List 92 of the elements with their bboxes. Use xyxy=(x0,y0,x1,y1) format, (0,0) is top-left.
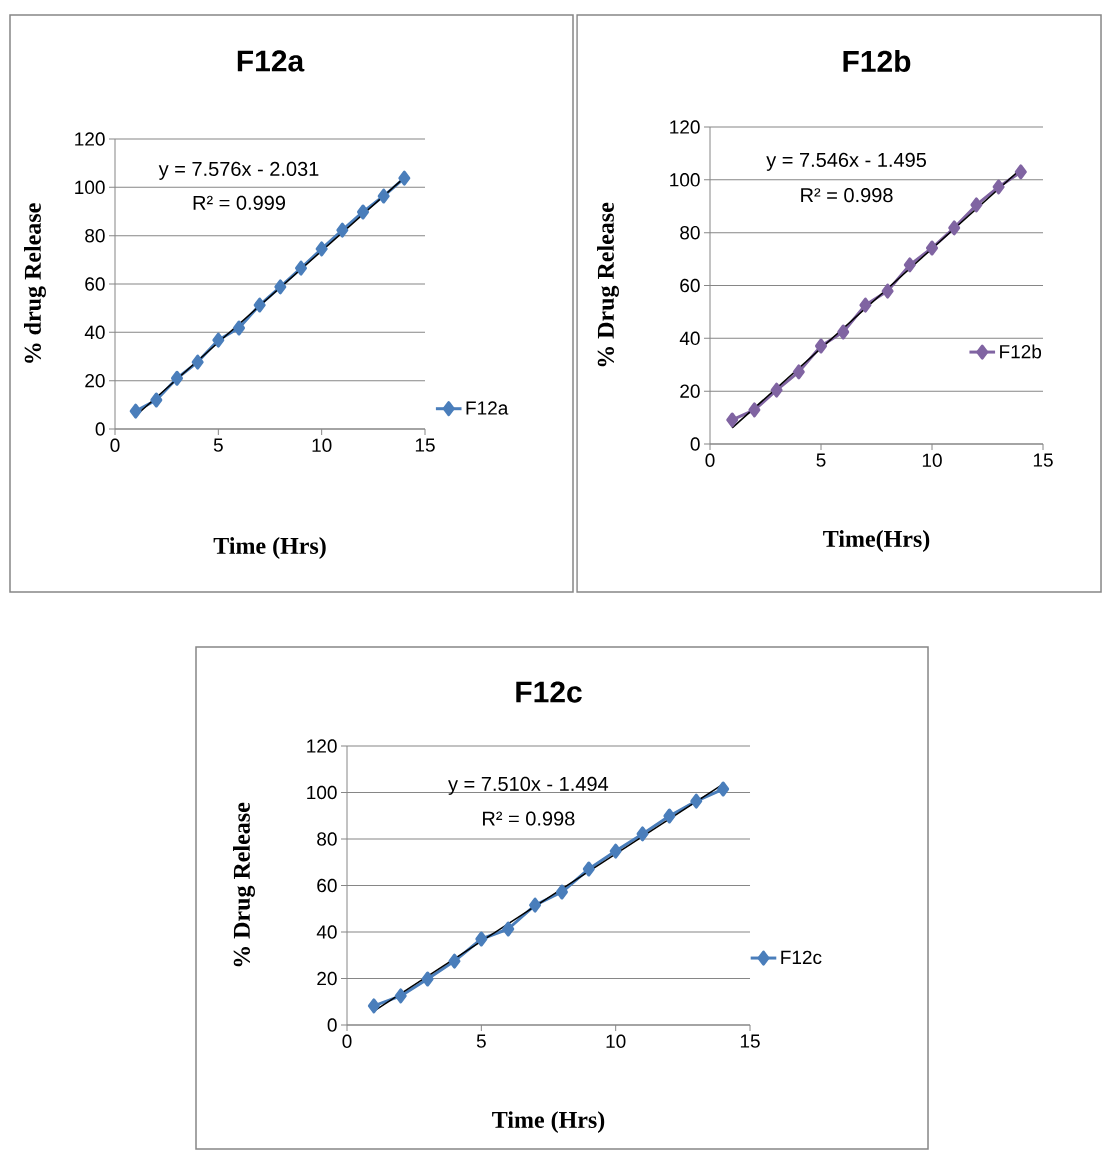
point xyxy=(212,332,225,348)
y-tick-label: 80 xyxy=(85,228,105,243)
annotation: y = 7.510x - 1.494 xyxy=(448,776,609,795)
annotation: R² = 0.999 xyxy=(193,195,286,210)
x-axis-title: Time (Hrs) xyxy=(492,1111,605,1133)
y-tick-label: 100 xyxy=(307,785,337,800)
point xyxy=(992,179,1005,195)
point xyxy=(336,222,349,238)
point xyxy=(398,170,411,186)
y-tick-label: 120 xyxy=(307,739,337,753)
point xyxy=(150,392,163,408)
y-tick-label: 80 xyxy=(317,832,337,846)
point xyxy=(881,283,894,299)
x-tick-label: 10 xyxy=(922,453,942,467)
point xyxy=(502,921,515,937)
point xyxy=(726,412,739,428)
point xyxy=(171,370,183,386)
y-tick-label: 20 xyxy=(85,373,105,388)
y-tick-label: 120 xyxy=(670,120,700,134)
y-tick-label: 40 xyxy=(84,325,105,340)
point xyxy=(377,188,390,204)
y-tick-label: 60 xyxy=(680,278,700,293)
x-tick-label: 5 xyxy=(213,438,223,452)
y-tick-label: 100 xyxy=(75,180,105,195)
point xyxy=(367,998,380,1014)
point xyxy=(748,402,761,418)
legend-label: F12b xyxy=(1000,344,1042,359)
y-tick-label: 20 xyxy=(680,384,700,398)
annotation: y = 7.546x - 1.495 xyxy=(766,152,927,171)
x-tick-label: 5 xyxy=(476,1034,486,1048)
point xyxy=(609,843,622,859)
point xyxy=(274,279,287,295)
point xyxy=(233,320,245,336)
y-axis-title: % Drug Release xyxy=(597,202,619,367)
x-tick-label: 15 xyxy=(740,1034,760,1048)
x-tick-label: 15 xyxy=(415,438,435,452)
point xyxy=(926,240,939,256)
x-tick-label: 0 xyxy=(342,1034,352,1048)
x-tick-label: 0 xyxy=(110,438,120,452)
y-tick-label: 60 xyxy=(85,277,105,291)
legend-label: F12c xyxy=(781,950,822,965)
y-tick-label: 80 xyxy=(680,225,700,240)
point xyxy=(582,861,595,877)
point xyxy=(717,781,730,797)
point xyxy=(421,971,434,987)
point xyxy=(394,988,407,1004)
x-tick-label: 10 xyxy=(312,438,332,452)
y-tick-label: 0 xyxy=(95,422,105,436)
chart-title: F12a xyxy=(237,50,305,72)
point xyxy=(295,260,308,276)
point xyxy=(191,354,204,370)
point xyxy=(948,220,961,236)
x-tick-label: 15 xyxy=(1033,453,1053,467)
y-tick-label: 20 xyxy=(317,971,337,986)
point xyxy=(970,197,983,213)
point xyxy=(475,931,488,947)
point xyxy=(815,338,828,354)
point xyxy=(555,884,568,900)
point xyxy=(253,297,266,313)
chart-title: F12c xyxy=(516,681,582,703)
point xyxy=(792,364,805,380)
x-tick-label: 0 xyxy=(705,453,715,467)
point xyxy=(903,257,916,273)
x-tick-label: 5 xyxy=(816,453,826,467)
y-axis-title: % Drug Release xyxy=(233,802,255,967)
y-axis-title: % drug Release xyxy=(24,203,46,363)
annotation: y = 7.576x - 2.031 xyxy=(158,161,319,180)
point xyxy=(636,826,649,842)
point xyxy=(859,297,872,313)
point xyxy=(837,324,850,340)
point xyxy=(129,403,142,419)
annotation: R² = 0.998 xyxy=(483,811,575,826)
point xyxy=(770,382,783,398)
y-tick-label: 120 xyxy=(75,132,105,146)
x-tick-label: 10 xyxy=(606,1034,626,1048)
y-tick-label: 100 xyxy=(670,173,700,187)
point xyxy=(663,808,676,824)
point xyxy=(529,897,542,913)
x-axis-title: Time (Hrs) xyxy=(213,537,326,559)
legend-label: F12a xyxy=(466,401,509,415)
x-axis-title: Time(Hrs) xyxy=(823,530,930,552)
chart-title: F12b xyxy=(843,49,911,73)
point xyxy=(448,953,461,969)
point xyxy=(357,204,369,220)
y-tick-label: 40 xyxy=(679,331,700,346)
y-tick-label: 40 xyxy=(316,925,337,939)
point xyxy=(1014,164,1027,180)
y-tick-label: 60 xyxy=(317,878,337,893)
y-tick-label: 0 xyxy=(327,1018,337,1032)
point xyxy=(315,241,328,257)
point xyxy=(690,793,703,809)
annotation: R² = 0.998 xyxy=(801,188,893,203)
